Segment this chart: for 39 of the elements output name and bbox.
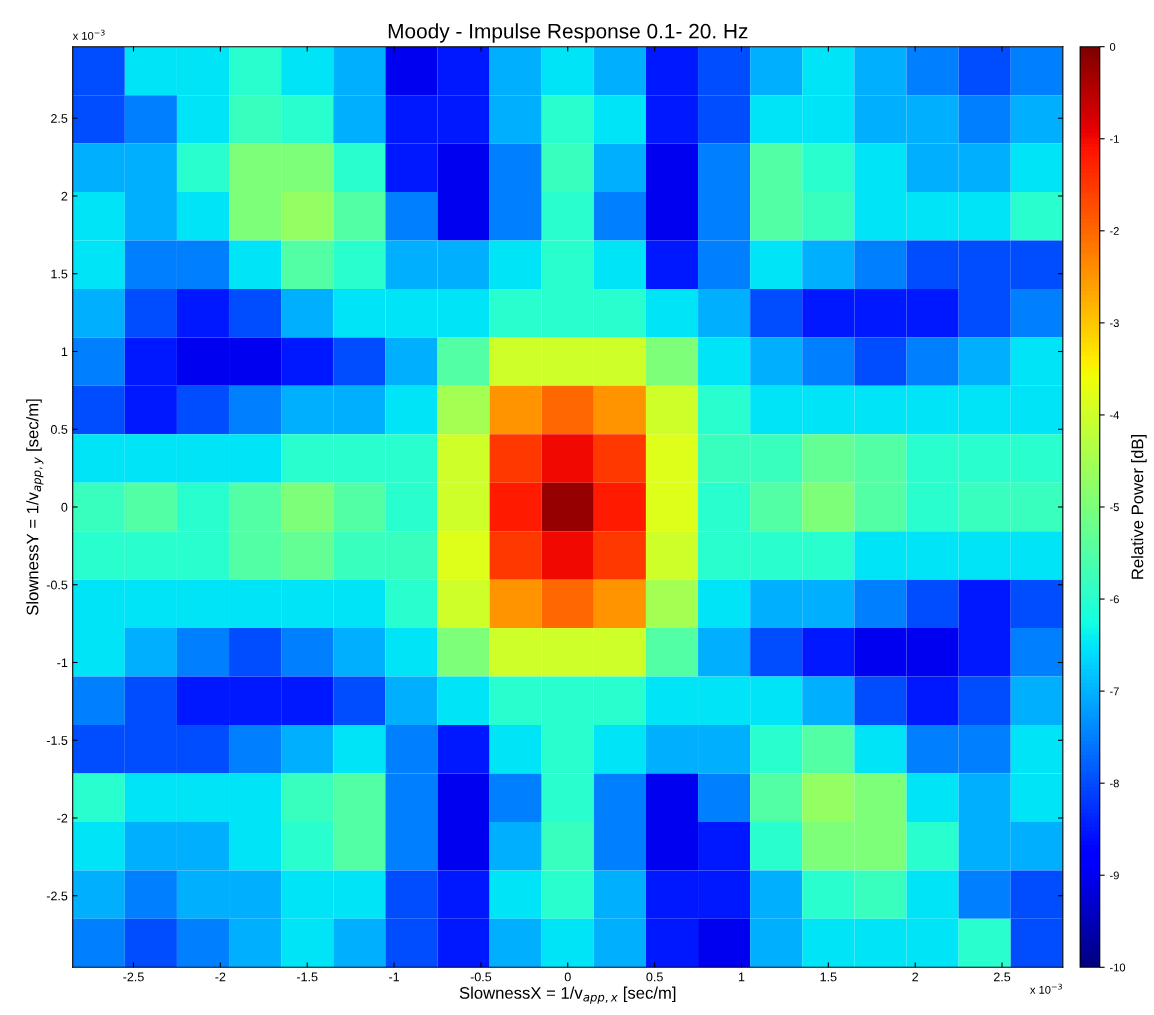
color-bar-label: -7 [1109, 687, 1119, 696]
y-tick-label: -1 [57, 658, 68, 668]
x-tick-label: 0.5 [646, 972, 663, 982]
x-tick-label: 2.5 [993, 972, 1011, 982]
x-tick-label: -2.5 [123, 972, 144, 982]
color-bar-label: -4 [1109, 411, 1120, 419]
color-bar-label: -5 [1109, 503, 1119, 512]
color-bar-label: -3 [1109, 319, 1119, 328]
x-axis-title: SlownessX = 1/v$_{app,x}$ [sec/m] [459, 986, 676, 1004]
text: x 10$^{−3}$ [1030, 983, 1062, 994]
x-tick-label: 1.5 [820, 972, 837, 982]
y-axis-title: SlownessY = 1/v$_{app,y}$ [sec/m] [26, 399, 44, 615]
y-tick-label: 1.5 [51, 269, 68, 279]
color-bar-label: -10 [1109, 963, 1126, 972]
x-tick-label: -0.5 [470, 972, 492, 982]
x-tick-label: 2 [912, 972, 919, 982]
text: x 10$^{−3}$ [72, 29, 105, 40]
y-tick-label: 1 [61, 347, 68, 357]
color-bar-label: 0 [1109, 42, 1116, 51]
x-tick-label: -1.5 [296, 972, 318, 982]
color-bar-title: Relative Power [dB] [1131, 435, 1147, 579]
y-tick-label: -0.5 [46, 580, 68, 590]
x-tick-label: 0 [564, 972, 571, 982]
y-tick-label: -1.5 [46, 736, 68, 745]
color-bar-label: -9 [1109, 871, 1119, 880]
y-tick-label: 0 [61, 502, 68, 512]
color-bar-label: -2 [1109, 227, 1119, 235]
chart-title: Moody - Impulse Response 0.1- 20. Hz [388, 23, 748, 43]
y-tick-label: 2.5 [51, 114, 68, 123]
x-tick-label: -2 [215, 972, 226, 982]
y-tick-label: -2.5 [46, 891, 68, 901]
y-tick-label: -2 [57, 813, 68, 823]
color-bar-label: -6 [1109, 595, 1119, 604]
color-bar-label: -1 [1109, 135, 1119, 143]
x-tick-label: -1 [389, 972, 400, 982]
y-tick-label: 2 [61, 191, 68, 201]
y-tick-label: 0.5 [50, 425, 68, 434]
color-bar-label: -8 [1109, 779, 1119, 788]
x-tick-label: 1 [738, 972, 745, 982]
